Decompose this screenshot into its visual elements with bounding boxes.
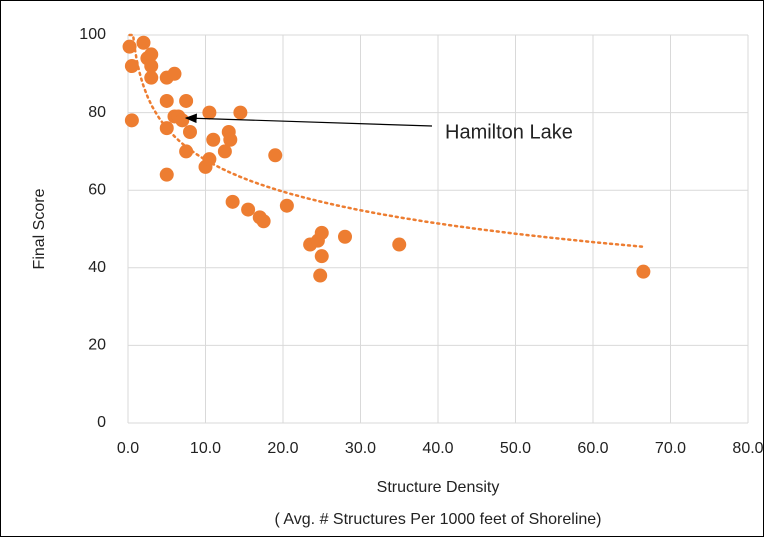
point: [268, 148, 283, 163]
point: [159, 93, 174, 108]
point: [223, 132, 238, 147]
x-axis-sublabel: ( Avg. # Structures Per 1000 feet of Sho…: [275, 511, 602, 528]
x-tick-label: 80.0: [732, 440, 763, 457]
point: [279, 198, 294, 213]
annotation-arrow: [184, 113, 433, 127]
trendline: [128, 33, 645, 249]
point: [183, 125, 197, 139]
point: [167, 66, 182, 81]
point: [256, 214, 271, 229]
point: [217, 144, 232, 159]
x-tick-label: 0.0: [117, 440, 139, 457]
x-tick-label: 60.0: [577, 440, 608, 457]
point: [206, 132, 221, 147]
point: [144, 59, 159, 74]
y-tick-label: 0: [97, 414, 106, 431]
x-tick-label: 30.0: [345, 440, 376, 457]
point: [338, 229, 352, 244]
point: [314, 249, 329, 264]
point: [144, 47, 159, 62]
point: [122, 39, 137, 54]
point: [159, 167, 174, 182]
point: [144, 70, 159, 85]
point: [179, 144, 194, 159]
x-tick-label: 10.0: [190, 440, 221, 457]
point: [233, 105, 248, 120]
x-tick-label: 20.0: [267, 440, 298, 457]
point: [314, 225, 329, 240]
y-tick-label: 40: [88, 259, 106, 276]
point: [225, 194, 240, 209]
point: [392, 237, 407, 252]
y-tick-label: 100: [79, 26, 106, 43]
y-axis-label: Final Score: [31, 188, 48, 269]
point: [202, 105, 217, 120]
y-tick-label: 60: [88, 181, 106, 198]
point: [202, 152, 217, 167]
annotation: Hamilton Lake: [445, 121, 573, 143]
point: [136, 35, 151, 50]
y-tick-label: 20: [88, 337, 106, 354]
point: [124, 113, 139, 128]
point: [124, 59, 139, 74]
x-axis-label: Structure Density: [377, 479, 500, 496]
x-tick-label: 40.0: [422, 440, 453, 457]
point: [179, 93, 194, 108]
y-tick-label: 80: [88, 104, 106, 121]
x-tick-label: 50.0: [500, 440, 531, 457]
point: [175, 113, 190, 128]
point: [241, 202, 256, 217]
point: [159, 121, 174, 136]
point: [313, 268, 328, 283]
x-tick-label: 70.0: [655, 440, 686, 457]
point: [636, 264, 651, 279]
